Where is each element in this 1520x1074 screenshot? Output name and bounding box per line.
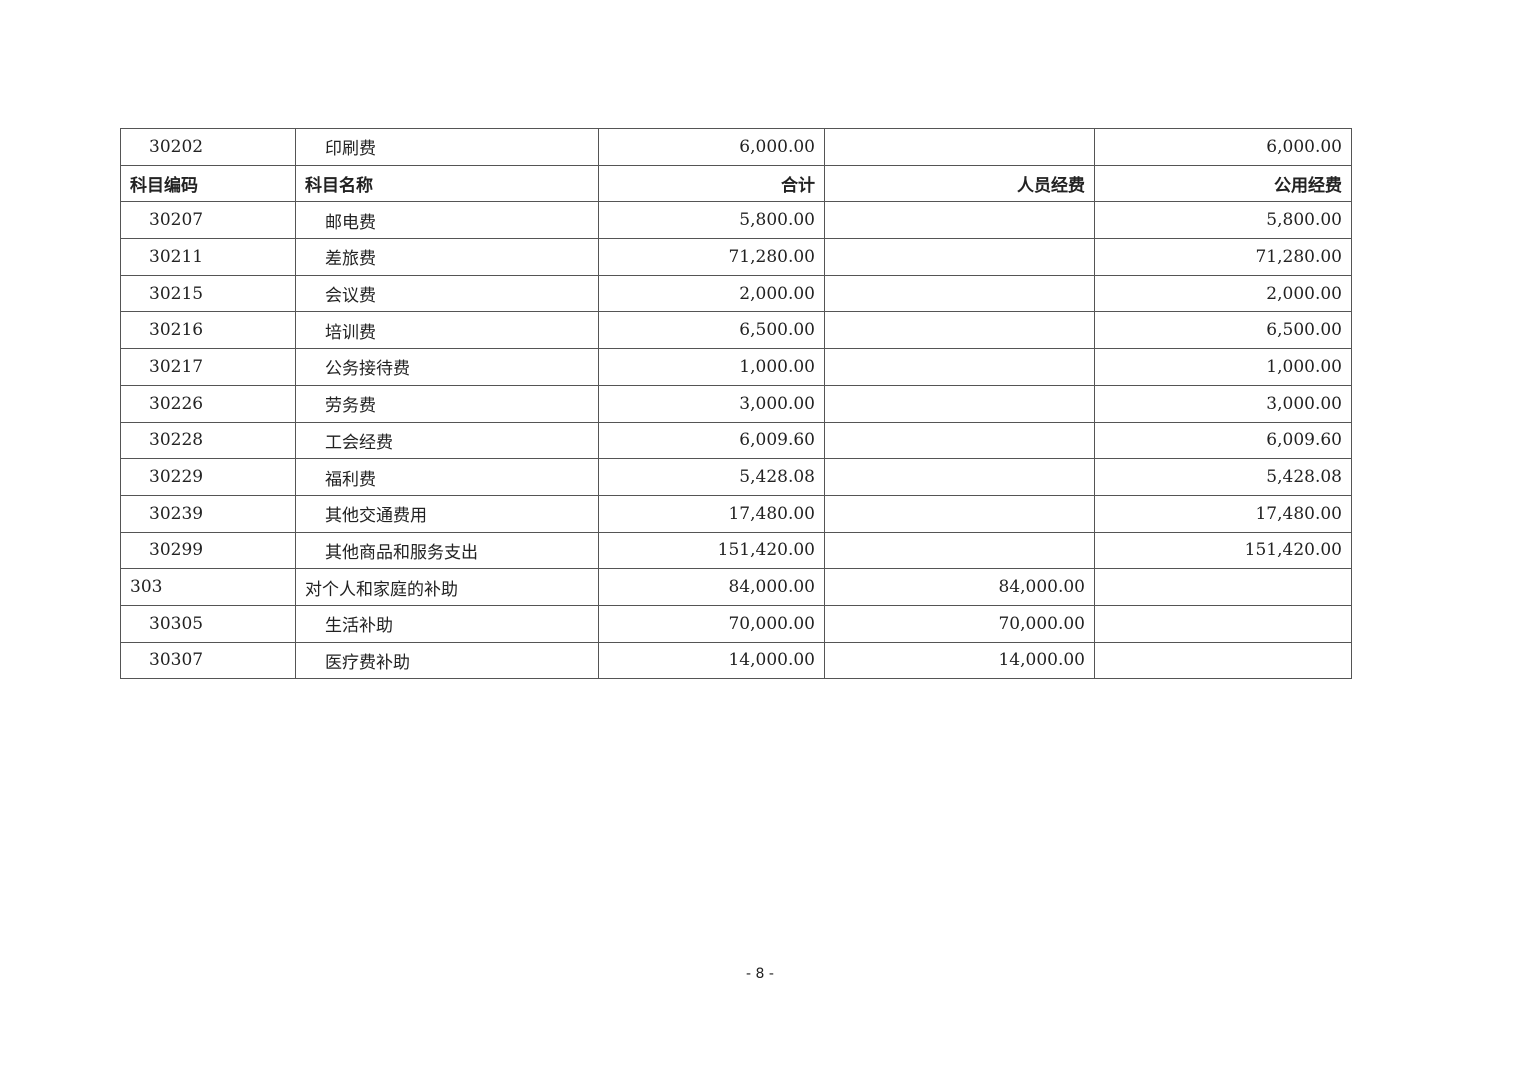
- cell-total: 71,280.00: [598, 238, 825, 276]
- cell-code: 30226: [120, 384, 296, 423]
- cell-name: 生活补助: [295, 604, 599, 643]
- cell-personnel: [824, 531, 1095, 570]
- cell-name: 印刷费: [295, 128, 599, 166]
- cell-public: 1,000.00: [1094, 348, 1352, 386]
- cell-total: 151,420.00: [598, 531, 825, 570]
- cell-total: 5,428.08: [598, 458, 825, 496]
- cell-code: 30216: [120, 311, 296, 350]
- cell-code: 30207: [120, 201, 296, 240]
- cell-public: 6,000.00: [1094, 128, 1352, 166]
- cell-public: 71,280.00: [1094, 238, 1352, 276]
- cell-code: 30307: [120, 641, 296, 680]
- cell-personnel: 84,000.00: [824, 568, 1095, 606]
- header-cell-public: 公用经费: [1094, 164, 1352, 203]
- cell-personnel: [824, 494, 1095, 533]
- table-row: 30305 生活补助 70,000.00 70,000.00: [120, 604, 1352, 643]
- cell-total: 14,000.00: [598, 641, 825, 680]
- cell-personnel: [824, 128, 1095, 166]
- cell-code: 30239: [120, 494, 296, 533]
- cell-name: 邮电费: [295, 201, 599, 240]
- cell-name: 培训费: [295, 311, 599, 350]
- cell-code: 303: [120, 568, 296, 606]
- table-header-row: 科目编码 科目名称 合计 人员经费 公用经费: [120, 164, 1352, 203]
- cell-code: 30217: [120, 348, 296, 386]
- cell-code: 30228: [120, 421, 296, 460]
- cell-total: 2,000.00: [598, 274, 825, 313]
- cell-name: 劳务费: [295, 384, 599, 423]
- cell-public: 5,800.00: [1094, 201, 1352, 240]
- cell-total: 70,000.00: [598, 604, 825, 643]
- budget-table: 30202 印刷费 6,000.00 6,000.00 科目编码 科目名称 合计 人员经费 公用…: [120, 128, 1352, 680]
- table-row: 30211 差旅费 71,280.00 71,280.00: [120, 238, 1352, 276]
- cell-public: 5,428.08: [1094, 458, 1352, 496]
- table-row: 30229 福利费 5,428.08 5,428.08: [120, 458, 1352, 496]
- cell-total: 6,500.00: [598, 311, 825, 350]
- cell-total: 84,000.00: [598, 568, 825, 606]
- cell-code: 30299: [120, 531, 296, 570]
- cell-code: 30229: [120, 458, 296, 496]
- table-row: 30207 邮电费 5,800.00 5,800.00: [120, 201, 1352, 240]
- cell-public: 6,500.00: [1094, 311, 1352, 350]
- table-row: 303 对个人和家庭的补助 84,000.00 84,000.00: [120, 568, 1352, 606]
- header-cell-personnel: 人员经费: [824, 164, 1095, 203]
- table-row: 30299 其他商品和服务支出 151,420.00 151,420.00: [120, 531, 1352, 570]
- table-row: 30217 公务接待费 1,000.00 1,000.00: [120, 348, 1352, 386]
- cell-personnel: [824, 458, 1095, 496]
- table-row: 30226 劳务费 3,000.00 3,000.00: [120, 384, 1352, 423]
- cell-personnel: 14,000.00: [824, 641, 1095, 680]
- cell-code: 30202: [120, 128, 296, 166]
- cell-name: 工会经费: [295, 421, 599, 460]
- cell-public: 2,000.00: [1094, 274, 1352, 313]
- cell-public: 3,000.00: [1094, 384, 1352, 423]
- cell-code: 30215: [120, 274, 296, 313]
- cell-personnel: [824, 384, 1095, 423]
- header-cell-name: 科目名称: [295, 164, 599, 203]
- cell-name: 公务接待费: [295, 348, 599, 386]
- table-row: 30215 会议费 2,000.00 2,000.00: [120, 274, 1352, 313]
- cell-total: 5,800.00: [598, 201, 825, 240]
- cell-total: 6,009.60: [598, 421, 825, 460]
- cell-total: 6,000.00: [598, 128, 825, 166]
- cell-name: 会议费: [295, 274, 599, 313]
- cell-total: 1,000.00: [598, 348, 825, 386]
- cell-total: 17,480.00: [598, 494, 825, 533]
- cell-public: 17,480.00: [1094, 494, 1352, 533]
- cell-personnel: [824, 274, 1095, 313]
- cell-name: 其他商品和服务支出: [295, 531, 599, 570]
- table-row: 30228 工会经费 6,009.60 6,009.60: [120, 421, 1352, 460]
- header-cell-total: 合计: [598, 164, 825, 203]
- cell-personnel: [824, 238, 1095, 276]
- cell-total: 3,000.00: [598, 384, 825, 423]
- cell-name: 其他交通费用: [295, 494, 599, 533]
- table-row: 30307 医疗费补助 14,000.00 14,000.00: [120, 641, 1352, 680]
- table-row: 30202 印刷费 6,000.00 6,000.00: [120, 128, 1352, 166]
- cell-personnel: [824, 421, 1095, 460]
- cell-code: 30211: [120, 238, 296, 276]
- cell-code: 30305: [120, 604, 296, 643]
- cell-public: [1094, 568, 1352, 606]
- cell-name: 差旅费: [295, 238, 599, 276]
- table-row: 30216 培训费 6,500.00 6,500.00: [120, 311, 1352, 350]
- cell-personnel: [824, 348, 1095, 386]
- cell-personnel: [824, 201, 1095, 240]
- cell-public: [1094, 604, 1352, 643]
- cell-name: 医疗费补助: [295, 641, 599, 680]
- header-cell-code: 科目编码: [120, 164, 296, 203]
- page-number: - 8 -: [746, 966, 774, 982]
- cell-public: 151,420.00: [1094, 531, 1352, 570]
- cell-name: 福利费: [295, 458, 599, 496]
- cell-personnel: [824, 311, 1095, 350]
- table-row: 30239 其他交通费用 17,480.00 17,480.00: [120, 494, 1352, 533]
- cell-public: 6,009.60: [1094, 421, 1352, 460]
- cell-personnel: 70,000.00: [824, 604, 1095, 643]
- cell-name: 对个人和家庭的补助: [295, 568, 599, 606]
- cell-public: [1094, 641, 1352, 680]
